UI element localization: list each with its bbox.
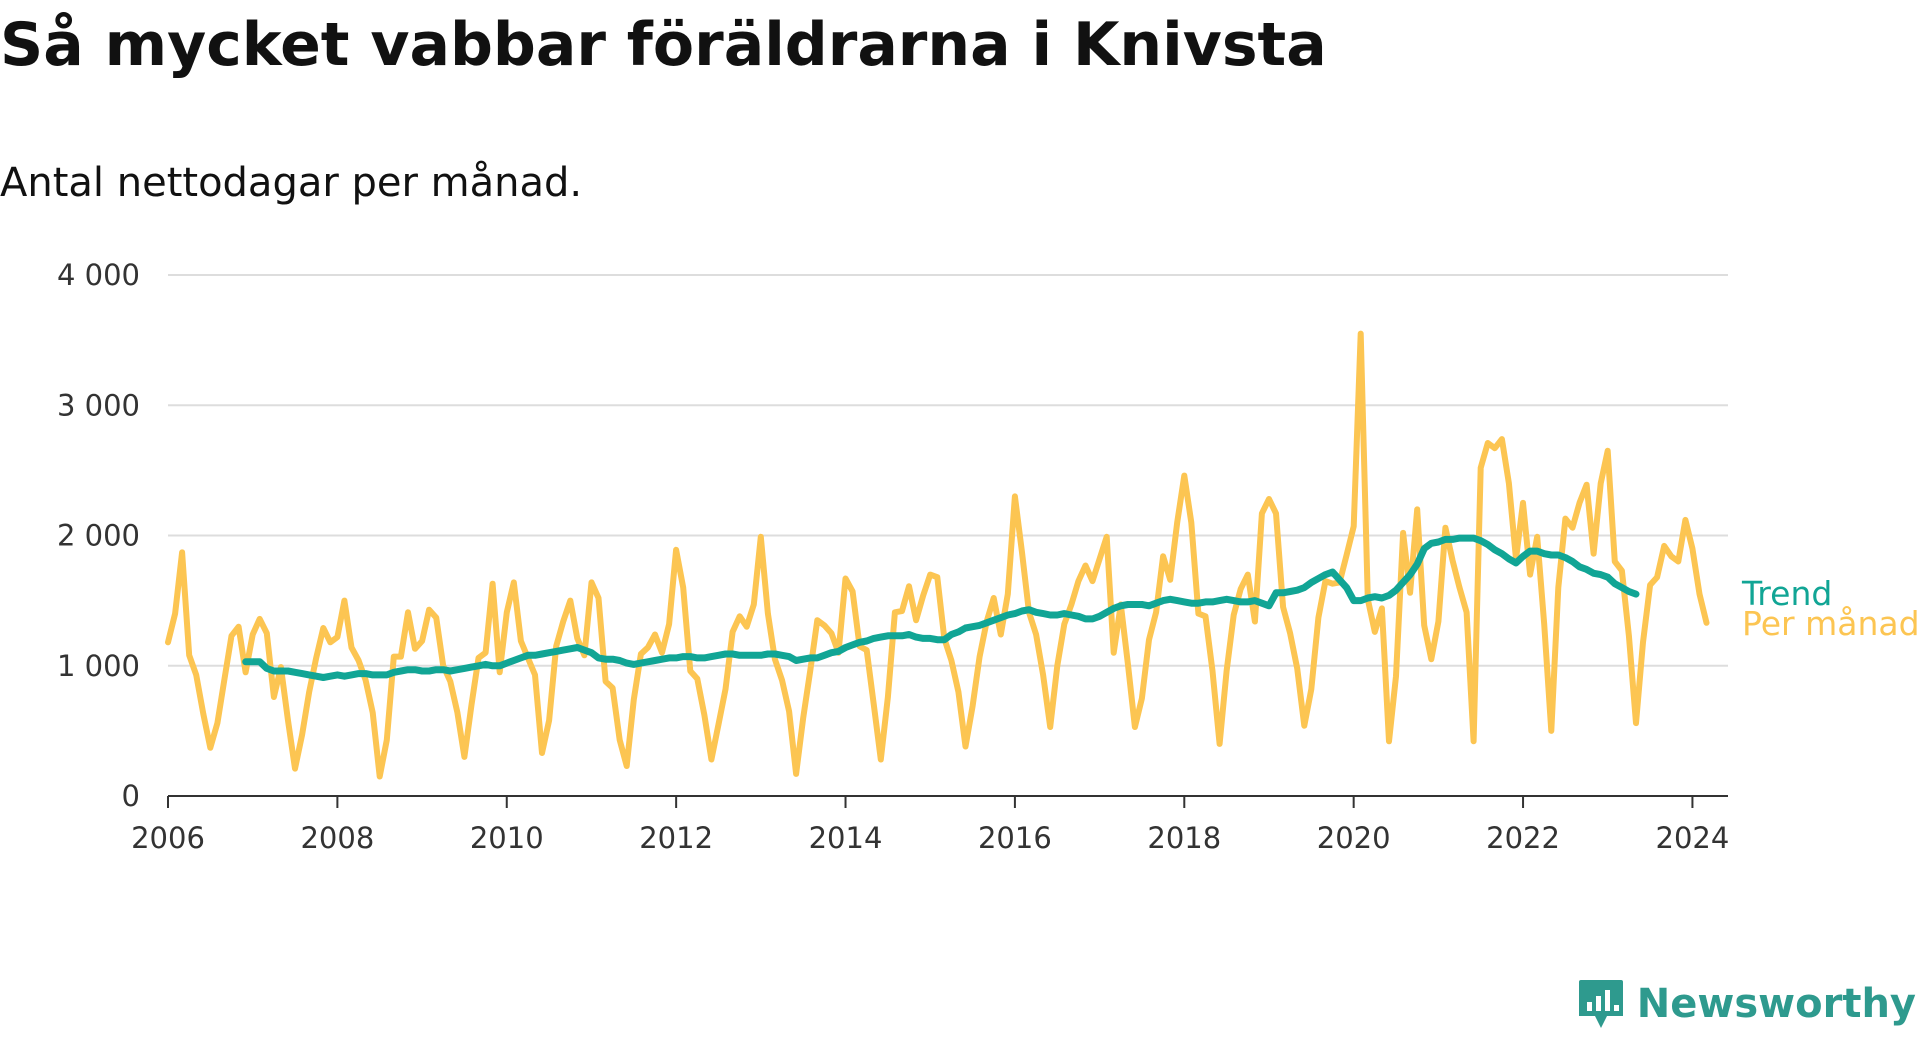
x-tick-label: 2010 xyxy=(470,821,544,855)
y-tick-label: 1 000 xyxy=(57,649,140,683)
newsworthy-logo-icon xyxy=(1578,980,1623,1028)
line-chart: 2006 2008 2010 2012 2014 2016 2018 2020 2022 2024… xyxy=(57,258,1920,855)
page-subtitle: Antal nettodagar per månad. xyxy=(0,160,583,206)
x-tick-label: 2016 xyxy=(978,821,1052,855)
legend-per-manad: Per månad xyxy=(1742,604,1920,643)
x-tick-label: 2014 xyxy=(809,821,883,855)
page-title: Så mycket vabbar föräldrarna i Knivsta xyxy=(0,10,1327,80)
trend-series xyxy=(242,534,1640,681)
series-lines xyxy=(165,330,1710,780)
trend-line xyxy=(242,534,1640,681)
monthly-line xyxy=(165,330,1710,780)
gridlines xyxy=(168,274,1728,667)
x-tick-label: 2018 xyxy=(1147,821,1221,855)
x-tick-label: 2022 xyxy=(1486,821,1560,855)
x-tick-label: 2020 xyxy=(1317,821,1391,855)
monthly-series xyxy=(165,330,1710,780)
x-tick-label: 2008 xyxy=(300,821,374,855)
y-tick-label: 3 000 xyxy=(57,388,140,422)
brand-name: Newsworthy xyxy=(1636,981,1916,1027)
x-axis: 2006 2008 2010 2012 2014 2016 2018 2020 2022 2024 xyxy=(131,795,1730,855)
y-tick-label: 0 xyxy=(122,779,140,813)
y-tick-label: 4 000 xyxy=(57,258,140,292)
legend-trend: Trend xyxy=(1741,574,1832,613)
x-tick-label: 2012 xyxy=(639,821,713,855)
y-tick-label: 2 000 xyxy=(57,519,140,553)
x-tick-label: 2006 xyxy=(131,821,205,855)
newsworthy-brand: Newsworthy xyxy=(1577,978,1916,1030)
y-axis: 0 1 000 2 000 3 000 4 000 xyxy=(57,258,140,813)
x-tick-label: 2024 xyxy=(1656,821,1730,855)
